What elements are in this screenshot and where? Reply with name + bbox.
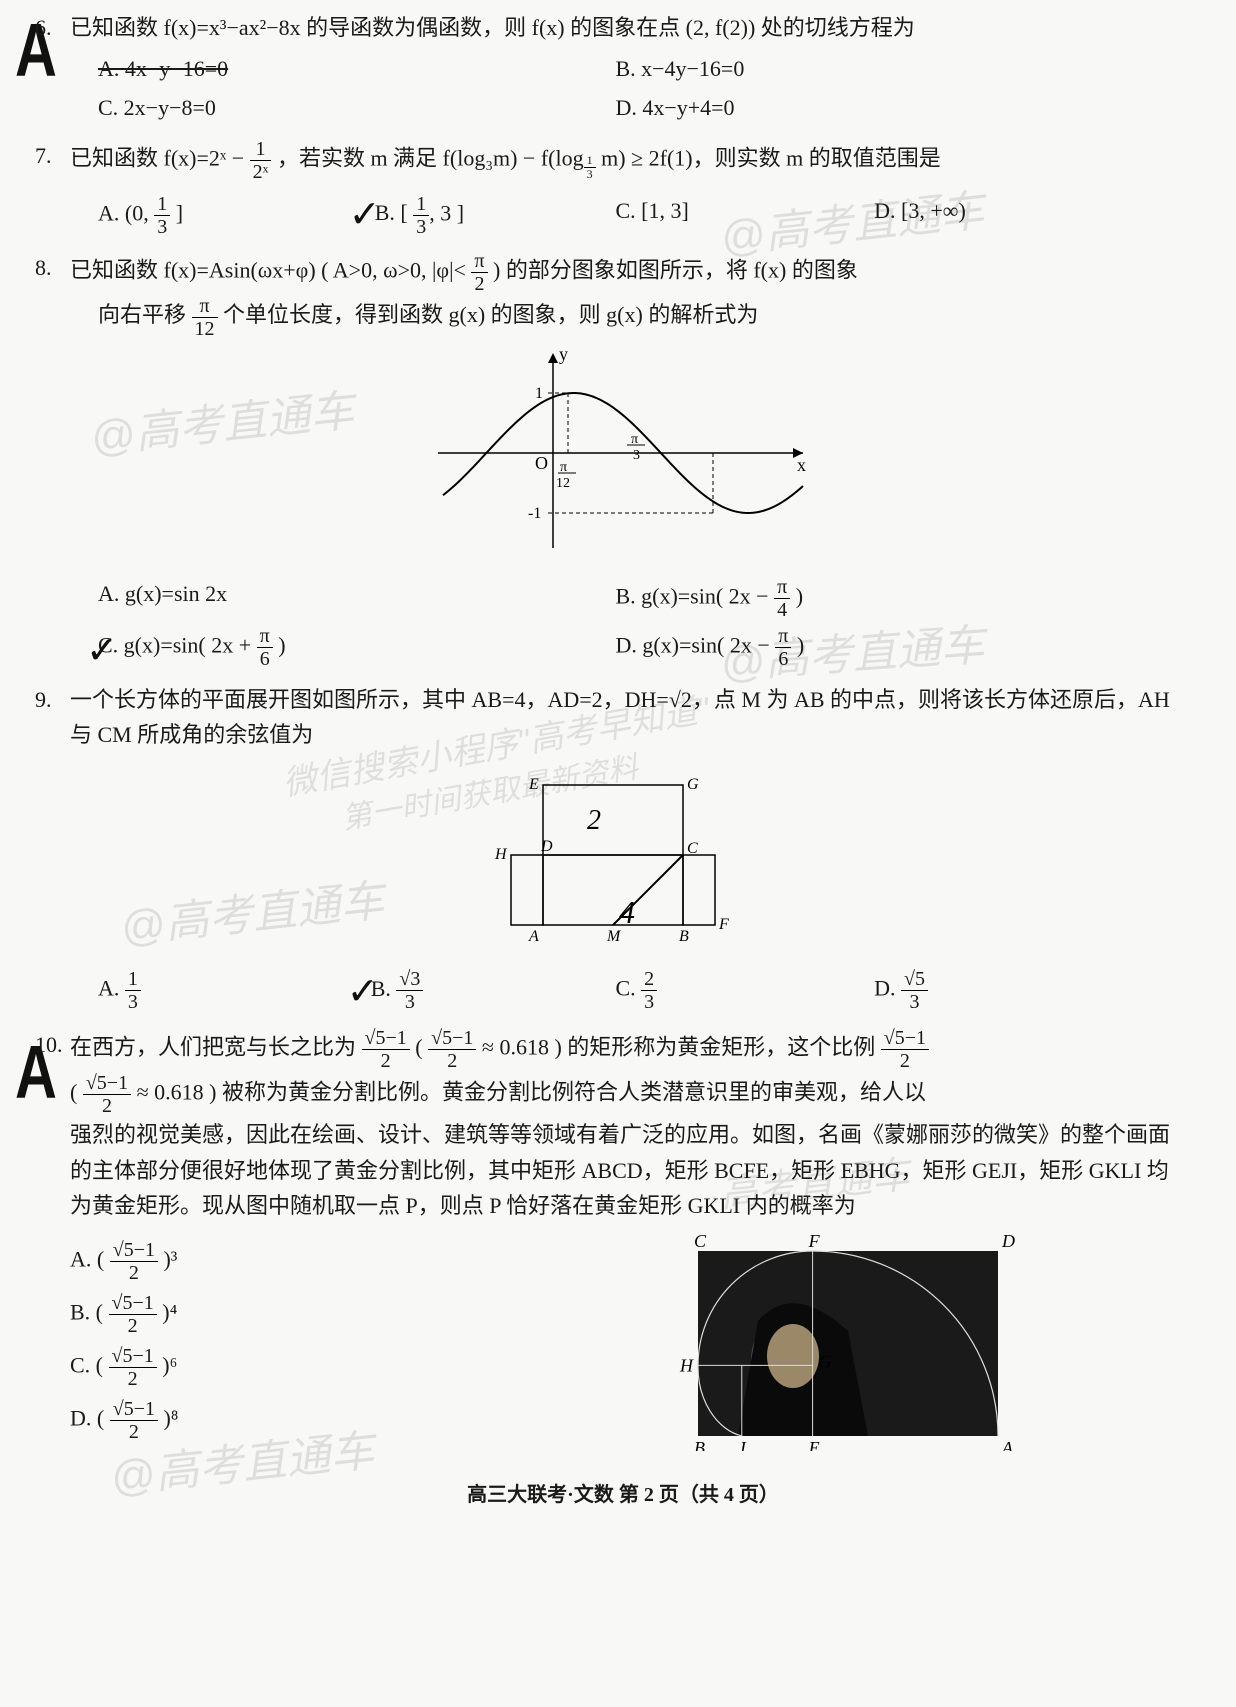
q9-opt-a: A. 13 xyxy=(98,968,357,1013)
q7-stem-b: ，若实数 m 满足 f(log₃m) − f(log xyxy=(277,145,584,170)
svg-text:E: E xyxy=(808,1438,820,1451)
svg-text:B: B xyxy=(679,928,689,945)
q9-opt-b: ✓ B. √33 xyxy=(357,968,616,1013)
question-6: A 6. 已知函数 f(x)=x³−ax²−8x 的导函数为偶函数，则 f(x)… xyxy=(70,10,1176,130)
q9-options: A. 13 ✓ B. √33 C. 23 D. √53 xyxy=(70,968,1176,1017)
svg-text:C: C xyxy=(694,1231,707,1251)
q10-image: C F D H G B J E A xyxy=(678,1231,1176,1461)
question-8: 8. 已知函数 f(x)=Asin(ωx+φ) ( A>0, ω>0, |φ|<… xyxy=(70,250,1176,674)
question-7: 7. 已知函数 f(x)=2ˣ − 12ˣ ，若实数 m 满足 f(log₃m)… xyxy=(70,138,1176,242)
svg-text:F: F xyxy=(718,916,729,933)
svg-text:H: H xyxy=(494,846,508,863)
svg-text:B: B xyxy=(694,1438,705,1451)
q7-opt-a: A. (0, 13 ] xyxy=(98,193,357,238)
check-icon: ✓ xyxy=(347,962,379,1023)
q6-stem: 已知函数 f(x)=x³−ax²−8x 的导函数为偶函数，则 f(x) 的图象在… xyxy=(70,15,915,40)
q10-opt-d: D. ( √5−12 )⁸ xyxy=(70,1398,678,1443)
q7-options: A. (0, 13 ] ✓ B. [ 13, 3 ] C. [1, 3] D. … xyxy=(70,193,1176,242)
q8-stem1b: ) 的部分图象如图所示，将 f(x) 的图象 xyxy=(493,257,858,282)
question-9: 9. 一个长方体的平面展开图如图所示，其中 AB=4，AD=2，DH=√2，点 … xyxy=(70,682,1176,1018)
q8-opt-a: A. g(x)=sin 2x xyxy=(98,576,615,621)
q6-opt-b: B. x−4y−16=0 xyxy=(615,51,1132,86)
svg-text:4: 4 xyxy=(619,894,635,930)
q9-diagram: E G H D C A M B F 2 4 xyxy=(70,760,1176,960)
q7-number: 7. xyxy=(35,138,52,173)
q10-number: 10. xyxy=(35,1027,63,1062)
svg-text:O: O xyxy=(535,453,548,473)
q10-opt-b: B. ( √5−12 )⁴ xyxy=(70,1292,678,1337)
q9-number: 9. xyxy=(35,682,52,717)
q6-opt-d: D. 4x−y+4=0 xyxy=(615,90,1132,125)
q9-opt-c: C. 23 xyxy=(615,968,874,1013)
q10-stem-body: 强烈的视觉美感，因此在绘画、设计、建筑等等领域有着广泛的应用。如图，名画《蒙娜丽… xyxy=(70,1122,1170,1217)
svg-text:-1: -1 xyxy=(528,505,541,522)
q8-stem1a: 已知函数 f(x)=Asin(ωx+φ) ( A>0, ω>0, |φ|< xyxy=(70,257,471,282)
svg-text:J: J xyxy=(738,1438,747,1451)
svg-text:3: 3 xyxy=(633,448,640,463)
q9-stem: 一个长方体的平面展开图如图所示，其中 AB=4，AD=2，DH=√2，点 M 为… xyxy=(70,687,1170,747)
svg-text:1: 1 xyxy=(535,385,543,402)
svg-text:y: y xyxy=(559,348,568,364)
q10-options: A. ( √5−12 )³ B. ( √5−12 )⁴ C. ( √5−12 )… xyxy=(70,1231,678,1461)
svg-text:A: A xyxy=(528,928,539,945)
page-footer: 高三大联考·文数 第 2 页（共 4 页） xyxy=(70,1479,1176,1511)
svg-text:D: D xyxy=(540,838,553,855)
q10-opt-a: A. ( √5−12 )³ xyxy=(70,1239,678,1284)
q8-number: 8. xyxy=(35,250,52,285)
q6-opt-c: C. 2x−y−8=0 xyxy=(98,90,615,125)
svg-text:2: 2 xyxy=(587,805,601,836)
svg-text:G: G xyxy=(687,776,699,793)
q8-options: A. g(x)=sin 2x B. g(x)=sin( 2x − π4 ) ✓ … xyxy=(70,576,1176,674)
q6-opt-a: A. 4x−y−16=0 xyxy=(98,51,615,86)
q9-opt-d: D. √53 xyxy=(874,968,1133,1013)
q7-stem-a: 已知函数 f(x)=2ˣ − xyxy=(70,145,250,170)
q7-frac1: 12ˣ xyxy=(250,138,272,183)
q7-opt-c: C. [1, 3] xyxy=(615,193,874,238)
svg-text:H: H xyxy=(679,1355,694,1375)
q7-opt-b: ✓ B. [ 13, 3 ] xyxy=(357,193,616,238)
q7-stem-c: m) ≥ 2f(1)，则实数 m 的取值范围是 xyxy=(601,145,941,170)
q6-number: 6. xyxy=(35,10,52,45)
q8-opt-c: ✓ C. g(x)=sin( 2x + π6 ) xyxy=(98,625,615,670)
q10-opt-c: C. ( √5−12 )⁶ xyxy=(70,1345,678,1390)
q7-opt-d: D. [3, +∞) xyxy=(874,193,1133,238)
svg-text:D: D xyxy=(1001,1231,1015,1251)
svg-text:A: A xyxy=(1001,1438,1014,1451)
svg-text:12: 12 xyxy=(556,476,570,491)
svg-text:F: F xyxy=(808,1231,821,1251)
q8-opt-d: D. g(x)=sin( 2x − π6 ) xyxy=(615,625,1132,670)
svg-text:M: M xyxy=(606,928,622,945)
question-10: A 10. 在西方，人们把宽与长之比为 √5−12 ( √5−12 ≈ 0.61… xyxy=(70,1027,1176,1461)
q6-options: A. 4x−y−16=0 B. x−4y−16=0 C. 2x−y−8=0 D.… xyxy=(70,51,1176,129)
svg-text:E: E xyxy=(528,776,539,793)
q8-chart: 1-1Oxyπ12π3 xyxy=(70,348,1176,568)
svg-text:G: G xyxy=(819,1351,832,1371)
svg-text:x: x xyxy=(797,455,806,475)
svg-text:C: C xyxy=(687,840,698,857)
q8-opt-b: B. g(x)=sin( 2x − π4 ) xyxy=(615,576,1132,621)
check-icon: ✓ xyxy=(86,621,118,682)
check-icon: ✓ xyxy=(349,185,381,246)
